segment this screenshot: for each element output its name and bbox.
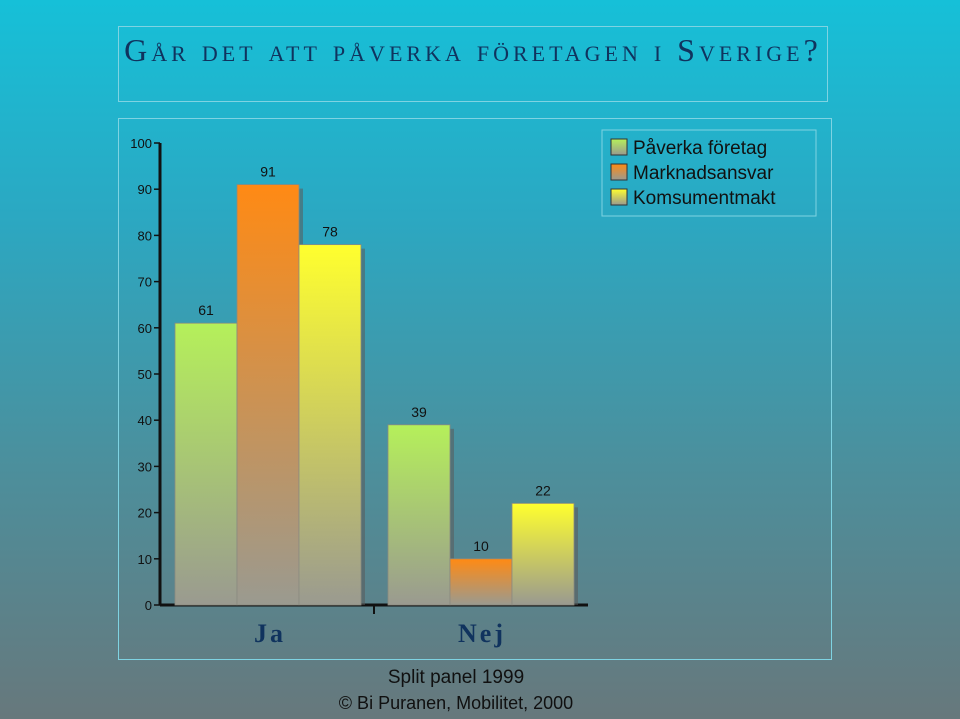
bar [298, 244, 362, 606]
y-tick-label: 60 [138, 321, 152, 336]
x-category-label: Ja [254, 619, 286, 648]
bar [449, 558, 513, 606]
y-tick-label: 70 [138, 275, 152, 290]
chart-title: Går det att påverka företagen i Sverige? [124, 32, 822, 68]
y-tick-label: 20 [138, 506, 152, 521]
data-label: 91 [260, 164, 276, 180]
y-tick-label: 90 [138, 182, 152, 197]
y-tick-label: 50 [138, 367, 152, 382]
y-tick-label: 30 [138, 459, 152, 474]
title-box: Går det att påverka företagen i Sverige? [118, 26, 828, 102]
bar [174, 322, 238, 606]
legend-swatch [610, 163, 628, 181]
data-label: 39 [411, 404, 427, 420]
data-label: 22 [535, 482, 551, 498]
bar [387, 424, 451, 606]
y-tick-label: 40 [138, 413, 152, 428]
data-label: 61 [198, 302, 214, 318]
data-label: 78 [322, 224, 338, 240]
bar [511, 502, 575, 606]
legend-label: Marknadsansvar [633, 163, 774, 184]
legend-swatch [610, 138, 628, 156]
chart-frame [118, 118, 832, 660]
footer-copyright: © Bi Puranen, Mobilitet, 2000 [338, 693, 574, 713]
bar [236, 184, 300, 606]
x-category-label: Nej [458, 619, 506, 648]
legend-swatch [610, 188, 628, 206]
y-tick-label: 100 [130, 136, 152, 151]
footer-caption: Split panel 1999 [387, 667, 525, 688]
legend-label: Komsumentmakt [633, 188, 776, 209]
y-tick-label: 0 [145, 598, 152, 613]
legend-box [601, 129, 817, 217]
data-label: 10 [473, 538, 489, 554]
y-tick-label: 80 [138, 228, 152, 243]
legend-label: Påverka företag [633, 138, 767, 159]
y-tick-label: 10 [138, 552, 152, 567]
